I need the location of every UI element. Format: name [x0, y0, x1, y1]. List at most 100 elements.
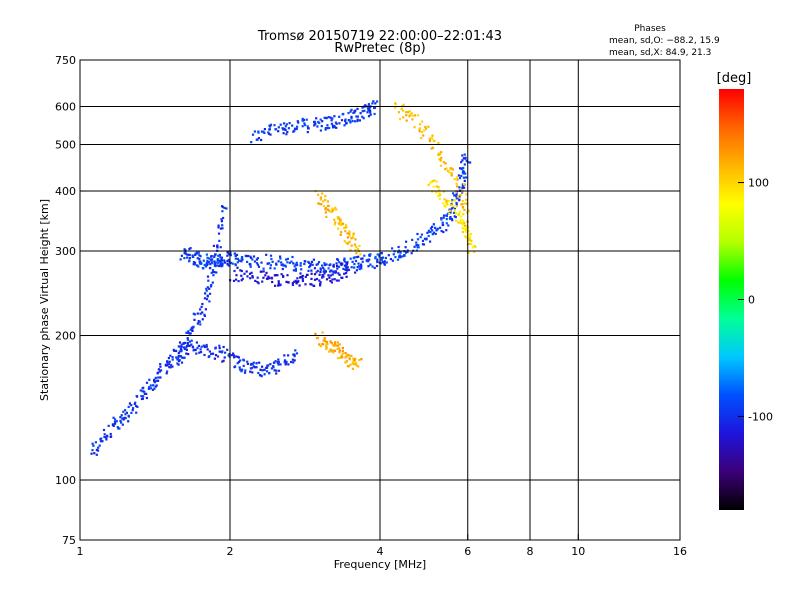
scatter-point: [198, 254, 201, 257]
scatter-point: [376, 100, 379, 103]
scatter-point: [270, 257, 273, 261]
scatter-point: [391, 247, 394, 250]
scatter-point: [324, 340, 327, 343]
scatter-point: [199, 255, 202, 258]
scatter-point: [333, 349, 337, 352]
scatter-point: [202, 267, 205, 270]
scatter-point: [196, 346, 199, 350]
scatter-point: [323, 263, 326, 267]
scatter-point: [347, 268, 351, 271]
scatter-point: [100, 437, 103, 440]
scatter-point: [279, 123, 282, 126]
scatter-point: [171, 356, 174, 359]
scatter-point: [445, 199, 448, 202]
scatter-point: [240, 274, 243, 277]
y-tick-label: 300: [55, 245, 76, 258]
scatter-point: [183, 341, 187, 344]
scatter-point: [114, 418, 117, 421]
scatter-point: [314, 122, 317, 125]
scatter-point: [198, 351, 201, 354]
scatter-point: [359, 265, 362, 268]
scatter-point: [350, 266, 353, 269]
scatter-point: [185, 346, 188, 349]
scatter-point: [338, 261, 341, 264]
scatter-point: [319, 270, 322, 274]
scatter-point: [344, 351, 347, 355]
scatter-point: [210, 352, 213, 355]
scatter-point: [267, 275, 270, 278]
scatter-point: [283, 361, 286, 364]
scatter-point: [432, 223, 435, 226]
scatter-point: [197, 344, 200, 347]
scatter-point: [338, 115, 341, 118]
scatter-point: [253, 366, 256, 369]
scatter-point: [277, 358, 280, 361]
scatter-point: [240, 257, 243, 260]
y-axis: 75 100 200 300 400 500 600 750: [55, 54, 86, 547]
scatter-point: [389, 258, 392, 261]
scatter-point: [207, 261, 210, 264]
scatter-point: [164, 363, 167, 367]
scatter-point: [249, 277, 252, 280]
scatter-point: [463, 186, 466, 189]
scatter-point: [241, 258, 244, 261]
scatter-point: [360, 267, 363, 270]
scatter-point: [459, 194, 462, 197]
scatter-point: [457, 221, 460, 224]
scatter-point: [339, 233, 342, 236]
scatter-point: [348, 358, 351, 361]
scatter-point: [206, 295, 209, 298]
scatter-point: [451, 168, 455, 171]
scatter-point: [330, 122, 333, 125]
scatter-point: [279, 283, 282, 286]
scatter-point: [468, 238, 471, 241]
scatter-point: [338, 273, 341, 276]
scatter-point: [273, 361, 276, 364]
scatter-point: [122, 418, 125, 421]
scatter-point: [125, 411, 128, 414]
scatter-point: [304, 283, 307, 286]
scatter-point: [341, 352, 344, 355]
scatter-point: [189, 328, 192, 331]
scatter-point: [219, 256, 222, 259]
scatter-point: [332, 265, 335, 268]
scatter-point: [220, 218, 223, 221]
scatter-point: [263, 131, 266, 134]
scatter-point: [301, 279, 304, 282]
scatter-point: [246, 362, 249, 365]
scatter-point: [228, 259, 231, 262]
scatter-point: [180, 343, 183, 346]
scatter-point: [438, 197, 441, 200]
scatter-point: [369, 109, 372, 112]
scatter-point: [366, 258, 369, 261]
scatter-point: [465, 231, 468, 234]
scatter-point: [459, 219, 462, 222]
scatter-point: [330, 281, 333, 284]
scatter-point: [187, 253, 190, 256]
scatter-point: [177, 351, 180, 354]
scatter-point: [415, 244, 418, 247]
x-tick-label: 10: [571, 545, 585, 558]
scatter-point: [196, 257, 199, 260]
scatter-point: [202, 259, 205, 262]
scatter-point: [391, 259, 394, 262]
scatter-point: [402, 109, 405, 112]
scatter-point: [357, 365, 360, 368]
scatter-point: [319, 282, 322, 285]
scatter-point: [343, 259, 346, 262]
scatter-point: [373, 112, 376, 116]
scatter-point: [445, 218, 448, 221]
scatter-point: [195, 341, 198, 344]
scatter-point: [255, 258, 258, 261]
scatter-point: [451, 200, 454, 203]
scatter-point: [310, 260, 314, 263]
scatter-point: [219, 260, 222, 263]
scatter-point: [260, 270, 263, 273]
scatter-point: [452, 211, 456, 214]
scatter-point: [459, 167, 462, 170]
scatter-point: [324, 206, 328, 210]
scatter-point: [347, 241, 350, 244]
scatter-point: [157, 368, 160, 371]
scatter-point: [154, 376, 157, 379]
scatter-point: [344, 223, 348, 227]
